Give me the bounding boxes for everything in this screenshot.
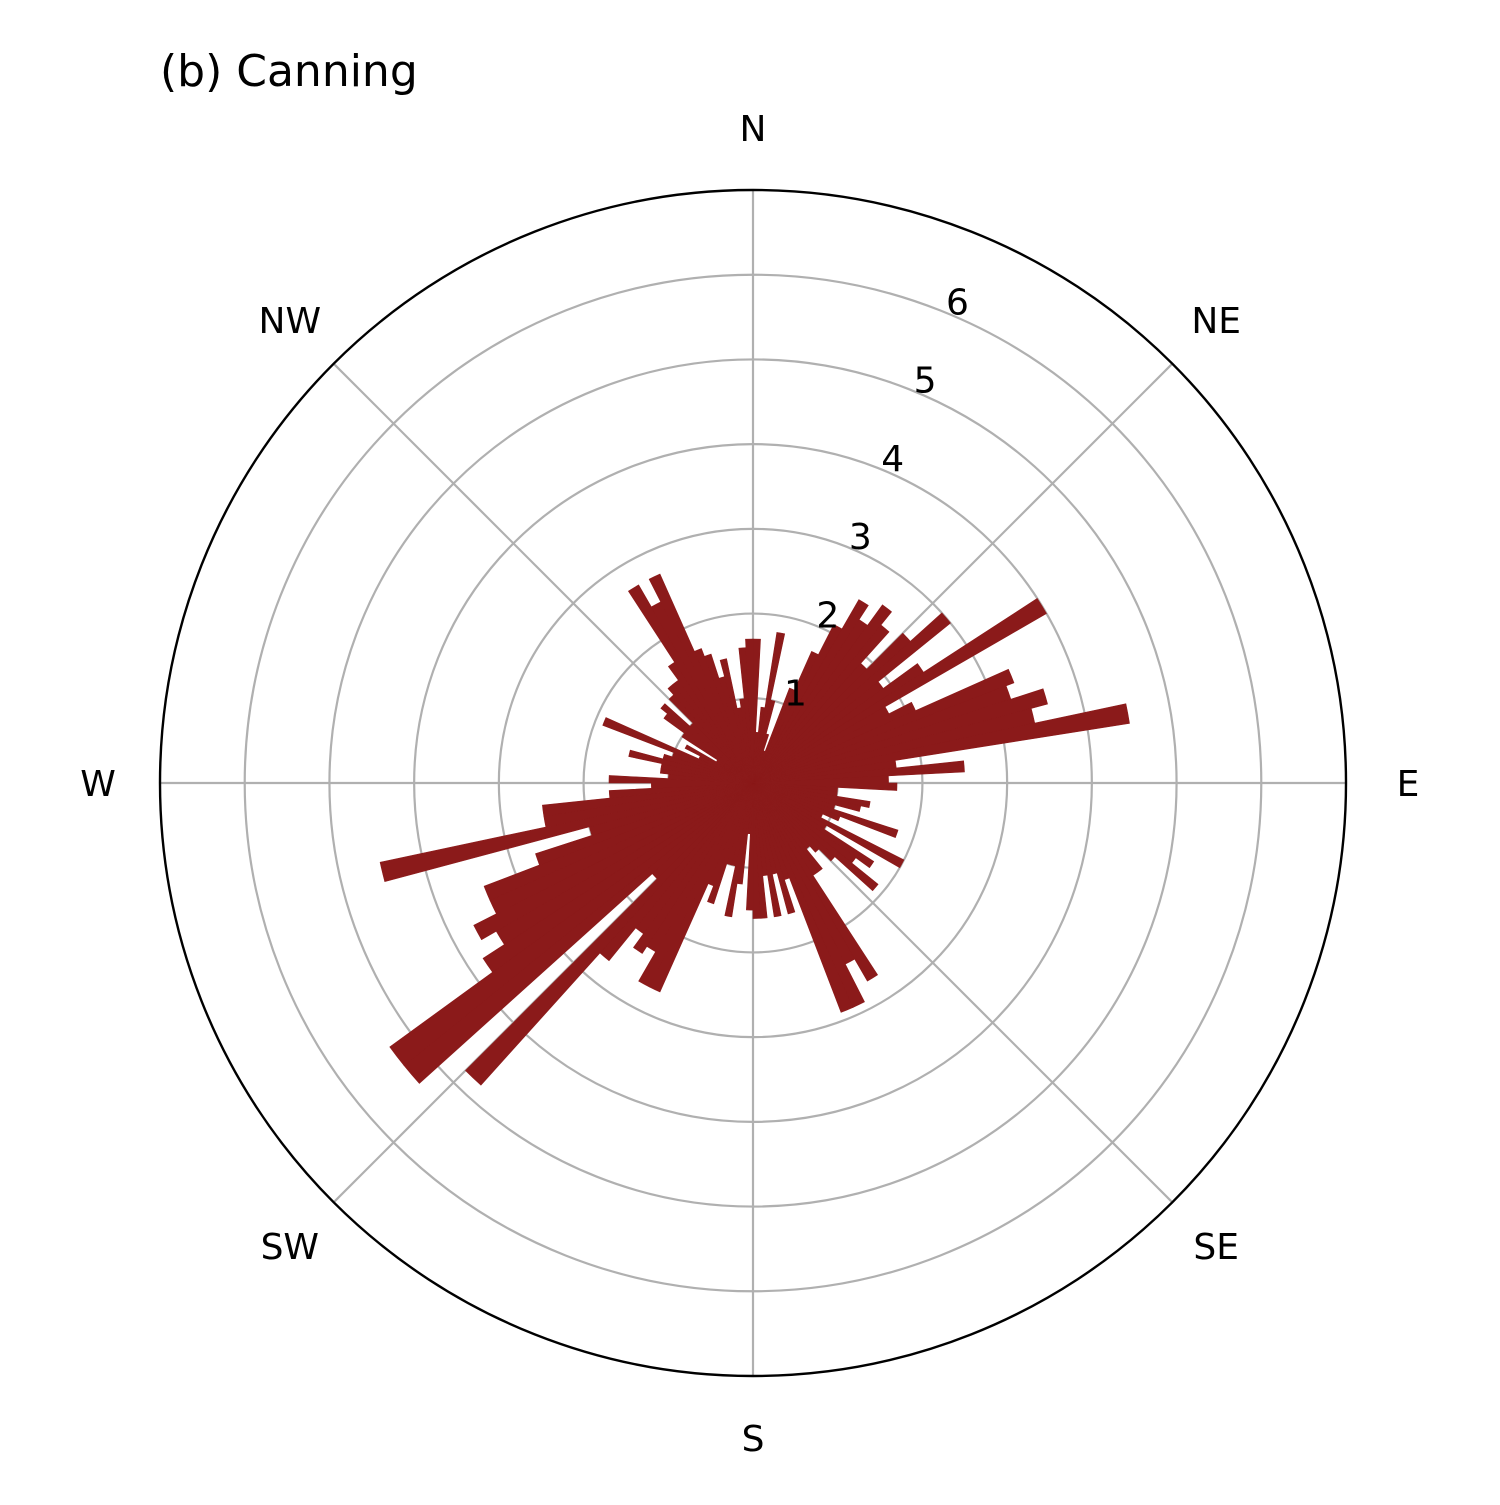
radial-tick-label-3: 3 [849,517,872,558]
wind-bar-49 [752,782,878,982]
chart-title: (b) Canning [160,46,418,97]
wind-bar-74 [465,782,754,1086]
wind-bar-80 [473,782,754,941]
wind-bar-83 [535,782,754,866]
wind-bar-28 [752,760,965,784]
wind-bar-45 [752,782,820,853]
direction-label-se: SE [1193,1227,1239,1268]
wind-bar-16 [752,612,951,784]
wind-bar-78 [482,782,754,973]
wind-bar-52 [752,782,854,1013]
wind-bar-109 [628,584,754,784]
wind-bar-13 [752,624,890,784]
wind-bar-82 [483,782,754,901]
wind-bar-69 [638,782,754,988]
wind-bar-85 [379,782,754,883]
bars-layer [379,573,1130,1086]
direction-label-nw: NW [259,301,322,342]
wind-bar-97 [602,717,754,784]
direction-label-n: N [740,109,767,150]
wind-bar-41 [752,782,875,869]
wind-bar-112 [694,648,754,784]
wind-bar-71 [633,782,754,954]
wind-bar-10 [752,599,869,784]
wind-bar-22 [752,668,1015,784]
wind-bar-103 [660,703,754,784]
direction-label-s: S [742,1419,765,1460]
wind-bar-115 [719,658,754,784]
direction-label-w: W [80,764,116,805]
wind-bar-88 [608,782,754,799]
wind-bar-12 [752,604,893,784]
wind-bar-59 [752,782,761,919]
wind-bar-39 [752,782,905,869]
radial-tick-label-5: 5 [914,361,937,402]
wind-bar-111 [648,573,754,784]
direction-label-e: E [1397,764,1420,805]
frame-layer [158,188,1348,1378]
wind-bar-43 [752,782,879,892]
direction-label-ne: NE [1191,301,1241,342]
wind-bar-87 [542,782,754,817]
radial-tick-label-4: 4 [881,439,904,480]
wind-bar-54 [752,782,796,915]
direction-label-sw: SW [261,1227,319,1268]
radial-tick-label-6: 6 [946,282,969,323]
radial-tick-label-2: 2 [816,596,839,637]
wind-bar-26 [752,703,1130,784]
wind-bar-113 [704,653,754,784]
wind-bar-24 [752,688,1048,784]
wind-bar-119 [745,638,754,784]
wind-bar-19 [752,598,1047,784]
radial-tick-label-1: 1 [784,674,807,715]
wind-bar-77 [389,782,754,1066]
polar-frame [158,188,1348,1378]
wind-bar-56 [752,782,782,918]
wind-bar-44 [752,782,836,862]
